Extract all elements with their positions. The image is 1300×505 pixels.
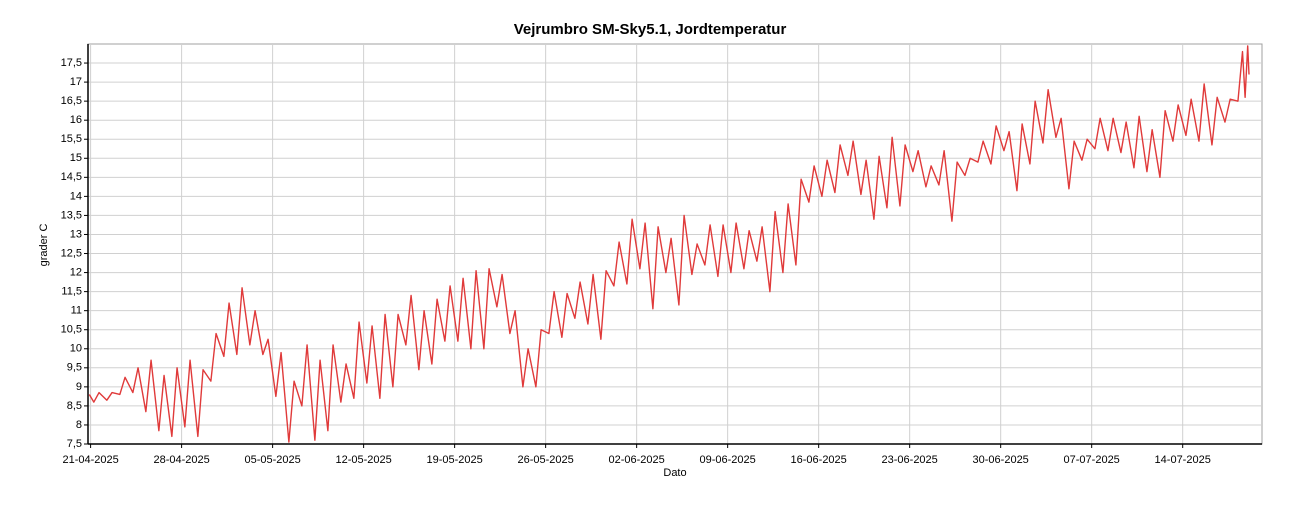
y-tick-label: 13,5 <box>61 209 82 221</box>
x-tick-label: 19-05-2025 <box>426 454 482 466</box>
y-tick-label: 17 <box>70 76 82 88</box>
data-line <box>88 45 1250 443</box>
x-tick-label: 21-04-2025 <box>62 454 118 466</box>
x-tick-label: 12-05-2025 <box>335 454 391 466</box>
y-tick-label: 15 <box>70 152 82 164</box>
y-tick-label: 15,5 <box>61 133 82 145</box>
y-axis-label: grader C <box>38 224 50 267</box>
y-tick-label: 12,5 <box>61 247 82 259</box>
x-tick-label: 05-05-2025 <box>244 454 300 466</box>
y-tick-label: 14 <box>70 190 82 202</box>
y-tick-label: 9 <box>76 381 82 393</box>
y-tick-label: 10,5 <box>61 324 82 336</box>
y-tick-label: 7,5 <box>67 438 82 450</box>
y-tick-label: 8 <box>76 419 82 431</box>
chart-title: Vejrumbro SM-Sky5.1, Jordtemperatur <box>514 21 787 38</box>
y-tick-label: 8,5 <box>67 400 82 412</box>
y-tick-label: 12 <box>70 266 82 278</box>
x-tick-label: 02-06-2025 <box>609 454 665 466</box>
x-tick-label: 28-04-2025 <box>153 454 209 466</box>
x-axis-label: Dato <box>663 467 686 479</box>
y-tick-label: 11,5 <box>61 286 82 298</box>
x-tick-label: 23-06-2025 <box>882 454 938 466</box>
y-tick-label: 10 <box>70 343 82 355</box>
x-tick-label: 30-06-2025 <box>973 454 1029 466</box>
y-tick-label: 17,5 <box>61 57 82 69</box>
y-tick-label: 14,5 <box>61 171 82 183</box>
y-tick-label: 16,5 <box>61 95 82 107</box>
x-tick-label: 09-06-2025 <box>700 454 756 466</box>
y-tick-label: 11 <box>71 305 82 317</box>
x-tick-label: 14-07-2025 <box>1155 454 1211 466</box>
y-tick-label: 9,5 <box>67 362 82 374</box>
y-tick-label: 13 <box>70 228 82 240</box>
x-tick-label: 07-07-2025 <box>1064 454 1120 466</box>
x-tick-label: 26-05-2025 <box>517 454 573 466</box>
x-tick-label: 16-06-2025 <box>791 454 847 466</box>
y-tick-label: 16 <box>70 114 82 126</box>
plot-area <box>87 43 1263 445</box>
